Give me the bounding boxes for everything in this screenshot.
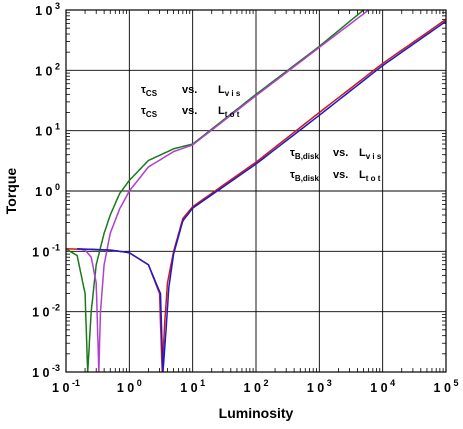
l-symbol: L: [218, 105, 225, 117]
vs-label: vs.: [333, 147, 348, 159]
y-tick-labels: 1 0 -3 1 0 -2 1 0 -1 1 0 0 1 0 1 1 0 2 1 0 3: [32, 1, 60, 380]
svg-text:Lt o t: Lt o t: [359, 169, 381, 183]
svg-text:Lv i s: Lv i s: [218, 84, 241, 98]
l-symbol: L: [359, 169, 366, 181]
x-tick-label: 1 0 3: [307, 378, 332, 395]
x-tick-label: 1 0 5: [434, 378, 459, 395]
tau-symbol: τ: [290, 169, 295, 181]
y-tick-label: 1 0 2: [35, 61, 60, 78]
x-tick-labels: 1 0 -1 1 0 0 1 0 1 1 0 2 1 0 3 1 0 4 1 0 5: [52, 378, 458, 395]
l-subscript: v i s: [225, 89, 241, 98]
y-tick-label: 1 0 -3: [32, 363, 60, 380]
x-tick-label: 1 0 2: [244, 378, 269, 395]
l-symbol: L: [218, 84, 225, 96]
x-tick-label: 1 0 -1: [52, 378, 80, 395]
svg-text:τB,disk: τB,disk: [290, 147, 319, 161]
y-axis-label: Torque: [3, 168, 19, 215]
l-subscript: t o t: [366, 174, 381, 183]
plot-frame: [65, 9, 447, 373]
y-tick-label: 1 0 0: [35, 182, 60, 199]
tau-subscript: B,disk: [295, 174, 320, 183]
annotation-tau-cs-vs-lvis: τCS vs. Lv i s: [141, 84, 241, 98]
annotation-tau-cs-vs-ltot: τCS vs. Lt o t: [141, 105, 240, 119]
x-tick-label: 1 0 4: [370, 378, 395, 395]
svg-text:Lv i s: Lv i s: [359, 147, 382, 161]
series-line-2: [77, 10, 370, 372]
tau-symbol: τ: [141, 105, 146, 117]
tau-subscript: B,disk: [295, 152, 320, 161]
vs-label: vs.: [333, 169, 348, 181]
series-line-1: [66, 10, 365, 372]
svg-text:τCS: τCS: [141, 105, 158, 119]
series-lines: [66, 10, 446, 372]
x-tick-label: 1 0 1: [180, 378, 205, 395]
l-subscript: t o t: [225, 110, 240, 119]
axis-ticks: [66, 10, 446, 372]
x-axis-label: Luminosity: [219, 405, 294, 421]
tau-subscript: CS: [146, 110, 158, 119]
y-tick-label: 1 0 1: [35, 122, 60, 139]
tau-subscript: CS: [146, 89, 158, 98]
svg-text:τB,disk: τB,disk: [290, 169, 319, 183]
tau-symbol: τ: [141, 84, 146, 96]
l-subscript: v i s: [366, 152, 382, 161]
y-tick-label: 1 0 -2: [32, 303, 60, 320]
svg-text:Lt o t: Lt o t: [218, 105, 240, 119]
svg-text:τCS: τCS: [141, 84, 158, 98]
annotation-tau-bdisk-vs-lvis: τB,disk vs. Lv i s: [290, 147, 382, 161]
y-tick-label: 1 0 3: [35, 1, 60, 18]
grid-lines: [66, 10, 446, 372]
x-tick-label: 1 0 0: [117, 378, 142, 395]
series-line-4: [77, 20, 446, 372]
y-tick-label: 1 0 -1: [32, 242, 60, 259]
l-symbol: L: [359, 147, 366, 159]
vs-label: vs.: [182, 105, 197, 117]
annotation-tau-bdisk-vs-ltot: τB,disk vs. Lt o t: [290, 169, 381, 183]
vs-label: vs.: [182, 84, 197, 96]
tau-symbol: τ: [290, 147, 295, 159]
